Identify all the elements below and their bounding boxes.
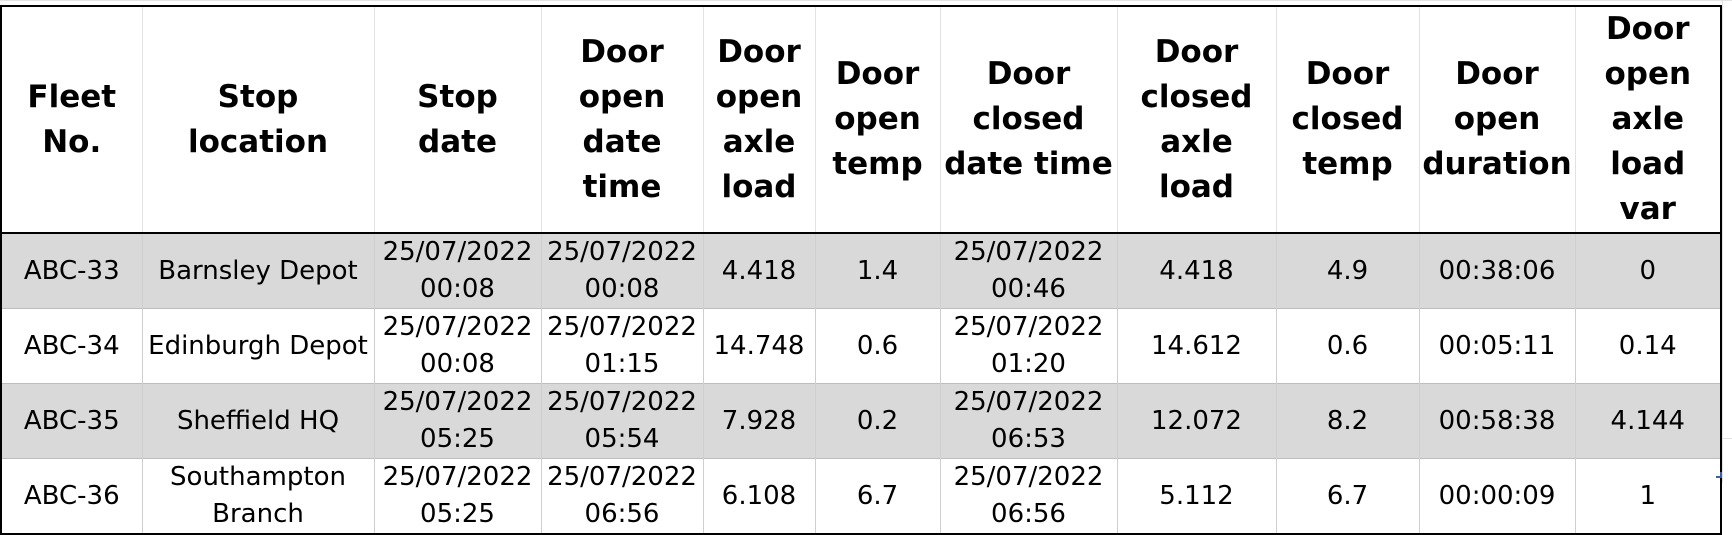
- cell-door-open-date-time[interactable]: 25/07/2022 06:56: [541, 458, 704, 534]
- header-cell-door-open-temp[interactable]: Door open temp: [815, 6, 941, 234]
- header-cell-door-closed-date-time[interactable]: Door closed date time: [940, 6, 1118, 234]
- cell-door-open-duration[interactable]: 00:58:38: [1419, 383, 1576, 459]
- cell-door-open-axle-load-var[interactable]: 0.14: [1575, 308, 1721, 384]
- cell-door-closed-date-time[interactable]: 25/07/2022 01:20: [940, 308, 1118, 384]
- cell-door-open-axle-load-var[interactable]: 4.144: [1575, 383, 1721, 459]
- cell-door-open-date-time[interactable]: 25/07/2022 01:15: [541, 308, 704, 384]
- cell-fleet-no[interactable]: ABC-33: [1, 232, 143, 309]
- header-cell-door-open-date-time[interactable]: Door open date time: [541, 6, 704, 234]
- cell-door-open-axle-load[interactable]: 14.748: [703, 308, 816, 384]
- cell-stop-date[interactable]: 25/07/2022 05:25: [374, 458, 542, 534]
- cell-fleet-no[interactable]: ABC-34: [1, 308, 143, 384]
- header-cell-stop-location[interactable]: Stop location: [142, 6, 375, 234]
- cell-door-closed-axle-load[interactable]: 4.418: [1117, 232, 1277, 309]
- cell-stop-date[interactable]: 25/07/2022 00:08: [374, 232, 542, 309]
- cell-door-open-temp[interactable]: 6.7: [815, 458, 941, 534]
- cell-door-closed-temp[interactable]: 4.9: [1276, 232, 1420, 309]
- cell-door-closed-date-time[interactable]: 25/07/2022 06:56: [940, 458, 1118, 534]
- cell-door-open-axle-load-var[interactable]: 0: [1575, 232, 1721, 309]
- header-cell-fleet-no[interactable]: Fleet No.: [1, 6, 143, 234]
- header-cell-door-closed-axle-load[interactable]: Door closed axle load: [1117, 6, 1277, 234]
- cell-door-open-axle-load[interactable]: 4.418: [703, 232, 816, 309]
- cell-stop-location[interactable]: Edinburgh Depot: [142, 308, 375, 384]
- cell-door-open-duration[interactable]: 00:38:06: [1419, 232, 1576, 309]
- cell-door-open-duration[interactable]: 00:05:11: [1419, 308, 1576, 384]
- cell-door-closed-date-time[interactable]: 25/07/2022 00:46: [940, 232, 1118, 309]
- cell-door-closed-temp[interactable]: 8.2: [1276, 383, 1420, 459]
- cell-door-open-axle-load[interactable]: 7.928: [703, 383, 816, 459]
- header-cell-door-open-duration[interactable]: Door open duration: [1419, 6, 1576, 234]
- header-row: Fleet No. Stop location Stop date Door o…: [1, 6, 1721, 234]
- cell-fleet-no[interactable]: ABC-35: [1, 383, 143, 459]
- cell-fleet-no[interactable]: ABC-36: [1, 458, 143, 534]
- header-cell-stop-date[interactable]: Stop date: [374, 6, 542, 234]
- cell-door-closed-axle-load[interactable]: 5.112: [1117, 458, 1277, 534]
- cell-door-closed-axle-load[interactable]: 14.612: [1117, 308, 1277, 384]
- table-row: ABC-34 Edinburgh Depot 25/07/2022 00:08 …: [1, 308, 1721, 384]
- door-events-table: Fleet No. Stop location Stop date Door o…: [0, 5, 1722, 535]
- cell-door-open-temp[interactable]: 1.4: [815, 232, 941, 309]
- cell-stop-date[interactable]: 25/07/2022 00:08: [374, 308, 542, 384]
- cell-door-open-date-time[interactable]: 25/07/2022 00:08: [541, 232, 704, 309]
- cell-door-open-axle-load-var[interactable]: 1: [1575, 458, 1721, 534]
- cell-door-closed-date-time[interactable]: 25/07/2022 06:53: [940, 383, 1118, 459]
- cell-stop-date[interactable]: 25/07/2022 05:25: [374, 383, 542, 459]
- cell-door-closed-temp[interactable]: 0.6: [1276, 308, 1420, 384]
- header-cell-door-open-axle-load[interactable]: Door open axle load: [703, 6, 816, 234]
- cell-door-open-temp[interactable]: 0.6: [815, 308, 941, 384]
- table-row: ABC-33 Barnsley Depot 25/07/2022 00:08 2…: [1, 232, 1721, 309]
- table-row: ABC-35 Sheffield HQ 25/07/2022 05:25 25/…: [1, 383, 1721, 459]
- table-resize-handle[interactable]: [1716, 472, 1722, 478]
- cell-door-open-temp[interactable]: 0.2: [815, 383, 941, 459]
- cell-door-open-date-time[interactable]: 25/07/2022 05:54: [541, 383, 704, 459]
- cell-door-closed-axle-load[interactable]: 12.072: [1117, 383, 1277, 459]
- cell-stop-location[interactable]: Barnsley Depot: [142, 232, 375, 309]
- sheet-gridline: [1722, 0, 1723, 483]
- header-cell-door-closed-temp[interactable]: Door closed temp: [1276, 6, 1420, 234]
- header-cell-door-open-axle-load-var[interactable]: Door open axle load var: [1575, 6, 1721, 234]
- cell-door-open-axle-load[interactable]: 6.108: [703, 458, 816, 534]
- cell-stop-location[interactable]: Sheffield HQ: [142, 383, 375, 459]
- table-row: ABC-36 Southampton Branch 25/07/2022 05:…: [1, 458, 1721, 534]
- cell-stop-location[interactable]: Southampton Branch: [142, 458, 375, 534]
- cell-door-open-duration[interactable]: 00:00:09: [1419, 458, 1576, 534]
- cell-door-closed-temp[interactable]: 6.7: [1276, 458, 1420, 534]
- sheet-gridline: [0, 0, 1732, 1]
